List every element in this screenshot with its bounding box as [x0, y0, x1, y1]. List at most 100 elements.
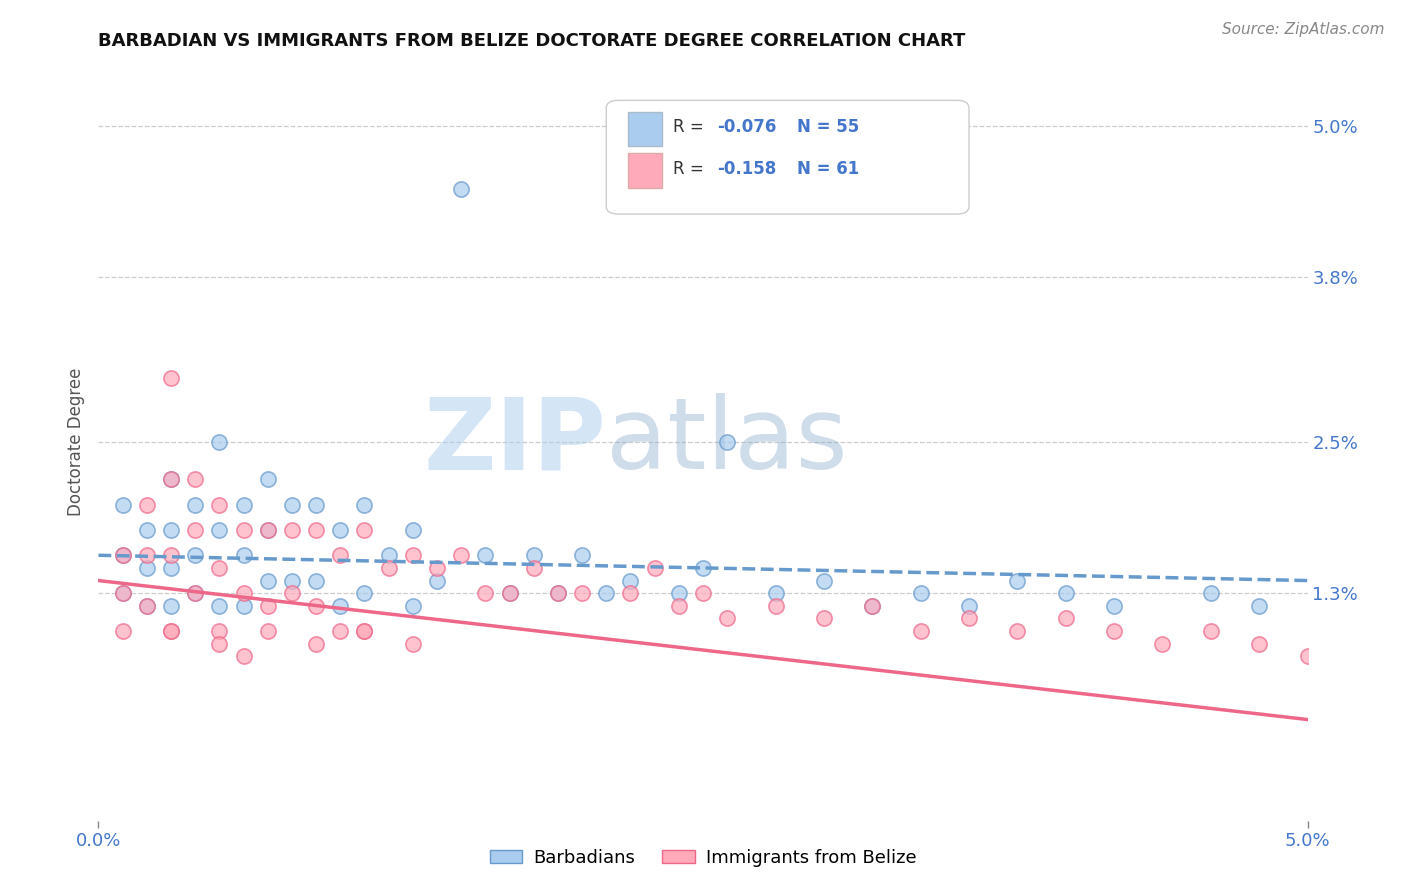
Point — [450, 548, 472, 563]
Point — [1054, 611, 1077, 625]
Point — [426, 574, 449, 588]
Point — [232, 523, 254, 537]
Point — [402, 599, 425, 613]
Point — [402, 548, 425, 563]
Point — [1249, 637, 1271, 651]
Point — [1007, 574, 1029, 588]
Point — [281, 586, 304, 600]
Point — [208, 624, 231, 639]
Point — [160, 473, 183, 487]
Point — [957, 599, 980, 613]
Point — [353, 498, 375, 512]
Point — [1199, 624, 1222, 639]
Text: R =: R = — [672, 118, 709, 136]
Point — [957, 611, 980, 625]
Point — [765, 586, 787, 600]
Point — [305, 498, 328, 512]
Point — [860, 599, 883, 613]
Point — [595, 586, 617, 600]
Point — [184, 586, 207, 600]
Point — [910, 586, 932, 600]
Point — [426, 561, 449, 575]
Point — [256, 523, 278, 537]
Point — [160, 624, 183, 639]
Point — [619, 586, 641, 600]
Point — [232, 586, 254, 600]
Point — [232, 599, 254, 613]
Point — [716, 611, 738, 625]
Legend: Barbadians, Immigrants from Belize: Barbadians, Immigrants from Belize — [482, 842, 924, 874]
Point — [1102, 599, 1125, 613]
Point — [765, 599, 787, 613]
Point — [111, 586, 134, 600]
Point — [111, 548, 134, 563]
Point — [329, 523, 352, 537]
Point — [619, 574, 641, 588]
Text: R =: R = — [672, 160, 709, 178]
Point — [160, 599, 183, 613]
Point — [135, 599, 157, 613]
Point — [208, 637, 231, 651]
Point — [377, 561, 399, 575]
Point — [184, 498, 207, 512]
Point — [353, 586, 375, 600]
Point — [547, 586, 569, 600]
Point — [160, 561, 183, 575]
Point — [668, 599, 690, 613]
Point — [910, 624, 932, 639]
Point — [813, 574, 835, 588]
Point — [474, 548, 496, 563]
Point — [135, 523, 157, 537]
Point — [329, 599, 352, 613]
Point — [111, 586, 134, 600]
Point — [450, 182, 472, 196]
Point — [184, 523, 207, 537]
Text: Source: ZipAtlas.com: Source: ZipAtlas.com — [1222, 22, 1385, 37]
FancyBboxPatch shape — [628, 153, 662, 187]
Point — [160, 548, 183, 563]
Point — [160, 371, 183, 385]
Point — [135, 561, 157, 575]
Point — [523, 561, 546, 575]
Point — [281, 574, 304, 588]
Point — [1199, 586, 1222, 600]
Point — [111, 624, 134, 639]
Point — [402, 637, 425, 651]
Text: ZIP: ZIP — [423, 393, 606, 490]
Point — [135, 498, 157, 512]
Point — [1054, 586, 1077, 600]
Point — [208, 523, 231, 537]
Point — [305, 599, 328, 613]
Point — [305, 523, 328, 537]
Point — [523, 548, 546, 563]
Point — [135, 599, 157, 613]
FancyBboxPatch shape — [606, 100, 969, 214]
Point — [111, 498, 134, 512]
Point — [256, 574, 278, 588]
Point — [353, 624, 375, 639]
Point — [329, 548, 352, 563]
Text: N = 55: N = 55 — [797, 118, 859, 136]
Point — [160, 473, 183, 487]
Point — [135, 548, 157, 563]
Point — [305, 574, 328, 588]
Text: BARBADIAN VS IMMIGRANTS FROM BELIZE DOCTORATE DEGREE CORRELATION CHART: BARBADIAN VS IMMIGRANTS FROM BELIZE DOCT… — [98, 32, 966, 50]
Point — [377, 548, 399, 563]
Point — [184, 473, 207, 487]
Point — [111, 548, 134, 563]
Point — [1152, 637, 1174, 651]
Text: atlas: atlas — [606, 393, 848, 490]
Point — [160, 523, 183, 537]
Y-axis label: Doctorate Degree: Doctorate Degree — [66, 368, 84, 516]
Point — [232, 498, 254, 512]
Text: N = 61: N = 61 — [797, 160, 859, 178]
Point — [1007, 624, 1029, 639]
Point — [281, 523, 304, 537]
Point — [329, 624, 352, 639]
Point — [305, 637, 328, 651]
Point — [232, 649, 254, 664]
Point — [860, 599, 883, 613]
Point — [668, 586, 690, 600]
Point — [208, 434, 231, 449]
Point — [1249, 599, 1271, 613]
